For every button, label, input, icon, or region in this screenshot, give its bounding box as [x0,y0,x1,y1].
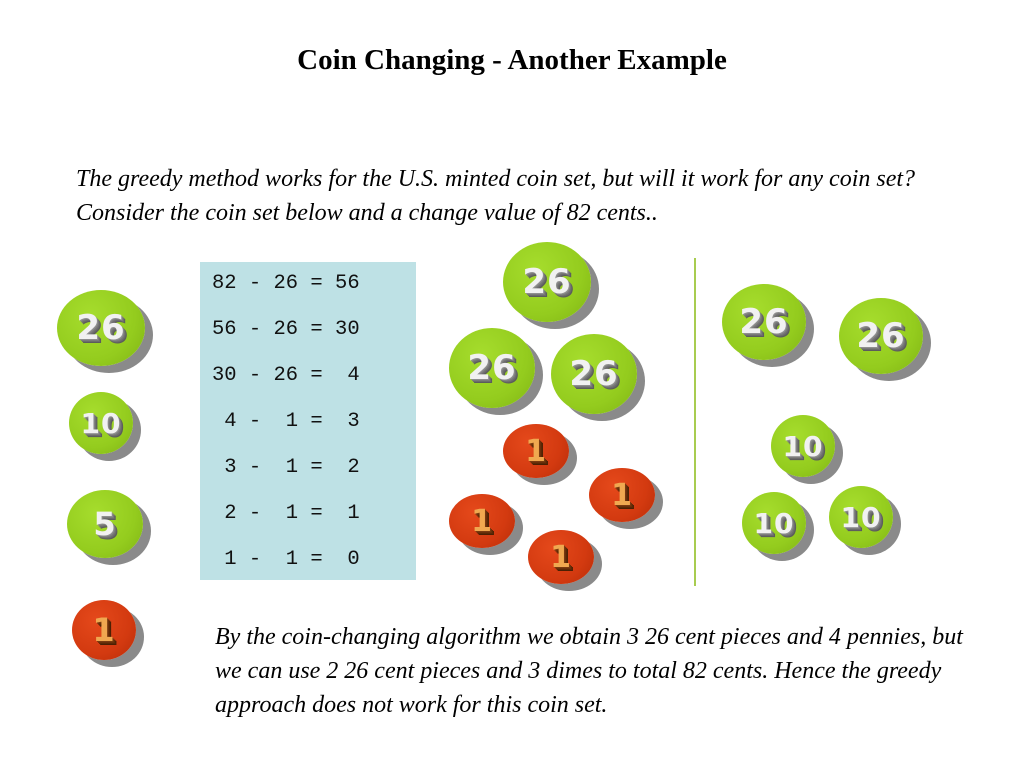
coin-label: 26 [856,316,906,356]
coin-set-10: 10 [69,392,133,454]
slide-title: Coin Changing - Another Example [297,44,727,76]
coin-label: 5 [93,505,117,543]
calculation-line: 82 - 26 = 56 [212,272,360,295]
greedy-coin-1: 1 [503,424,569,478]
coin-set-1: 1 [72,600,136,660]
greedy-coin-1: 1 [528,530,594,584]
coin-label: 10 [782,429,824,463]
coin-label: 10 [80,406,122,440]
coin-label: 10 [753,506,795,540]
coin-label: 1 [525,433,547,469]
coin-label: 10 [840,500,882,534]
calculation-line: 4 - 1 = 3 [212,410,360,433]
coin-label: 26 [569,354,619,394]
coin-label: 26 [76,308,126,348]
greedy-coin-26: 26 [449,328,535,408]
optimal-coin-26: 26 [839,298,923,374]
intro-paragraph: The greedy method works for the U.S. min… [76,166,916,226]
greedy-coin-1: 1 [589,468,655,522]
greedy-coin-26: 26 [503,242,591,322]
coin-label: 26 [522,262,572,302]
conclusion-paragraph: By the coin-changing algorithm we obtain… [215,624,963,718]
optimal-coin-10: 10 [742,492,806,554]
calculation-line: 2 - 1 = 1 [212,502,360,525]
coin-label: 1 [92,611,116,649]
coin-label: 26 [739,302,789,342]
calculation-line: 56 - 26 = 30 [212,318,360,341]
coin-label: 26 [467,348,517,388]
optimal-coin-10: 10 [829,486,893,548]
coin-set-26: 26 [57,290,145,366]
coin-label: 1 [471,503,493,539]
greedy-calculation-box: 82 - 26 = 56 56 - 26 = 30 30 - 26 = 4 4 … [200,262,416,580]
calculation-line: 3 - 1 = 2 [212,456,360,479]
optimal-coin-10: 10 [771,415,835,477]
greedy-coin-1: 1 [449,494,515,548]
coin-set-5: 5 [67,490,143,558]
greedy-coin-26: 26 [551,334,637,414]
calculation-line: 1 - 1 = 0 [212,548,360,571]
section-divider [694,258,696,586]
coin-label: 1 [550,539,572,575]
calculation-line: 30 - 26 = 4 [212,364,360,387]
coin-label: 1 [611,477,633,513]
optimal-coin-26: 26 [722,284,806,360]
